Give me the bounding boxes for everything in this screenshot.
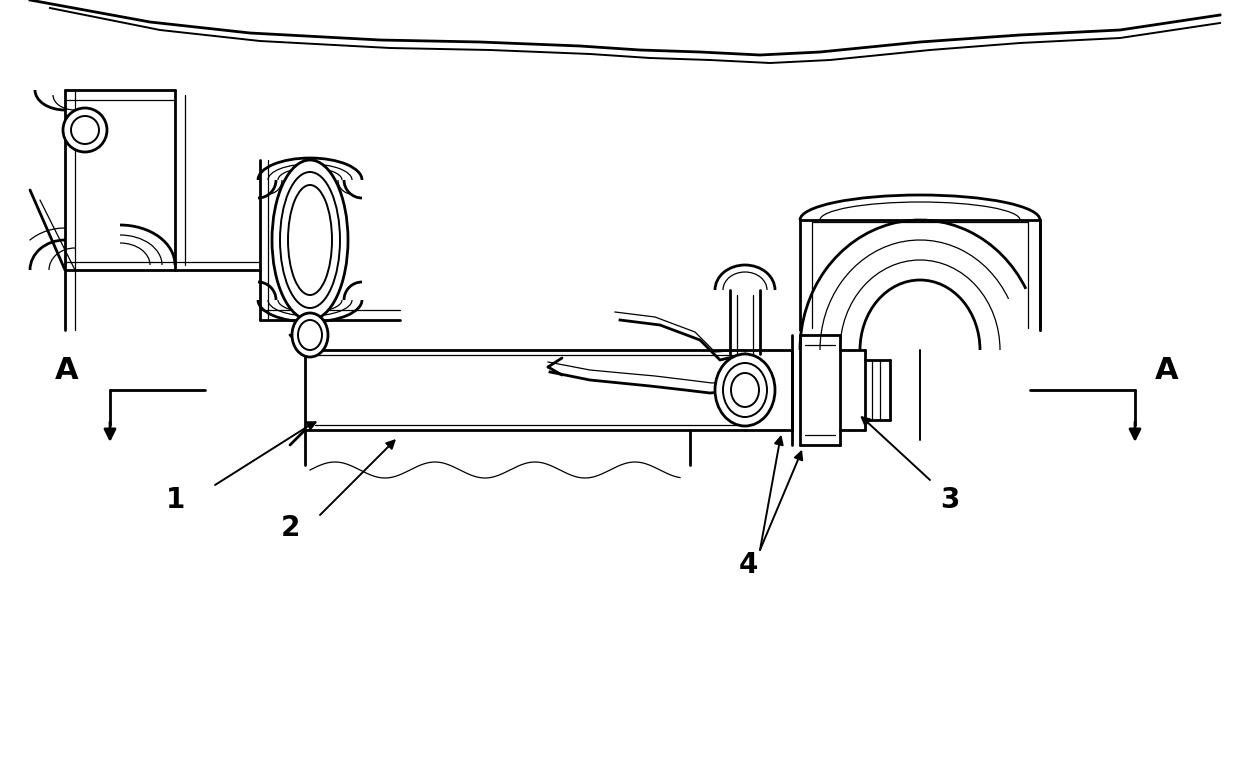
Text: A: A	[55, 356, 78, 385]
Ellipse shape	[272, 160, 348, 320]
Ellipse shape	[715, 354, 775, 426]
Ellipse shape	[288, 185, 332, 295]
Ellipse shape	[280, 172, 340, 308]
Ellipse shape	[298, 320, 322, 350]
Text: 4: 4	[738, 551, 758, 579]
Text: 2: 2	[280, 514, 300, 542]
Ellipse shape	[732, 373, 759, 407]
Text: 1: 1	[165, 486, 185, 514]
Ellipse shape	[291, 313, 329, 357]
Text: A: A	[1154, 356, 1179, 385]
Text: 3: 3	[940, 486, 960, 514]
Ellipse shape	[63, 108, 107, 152]
Ellipse shape	[723, 363, 768, 417]
Ellipse shape	[71, 116, 99, 144]
